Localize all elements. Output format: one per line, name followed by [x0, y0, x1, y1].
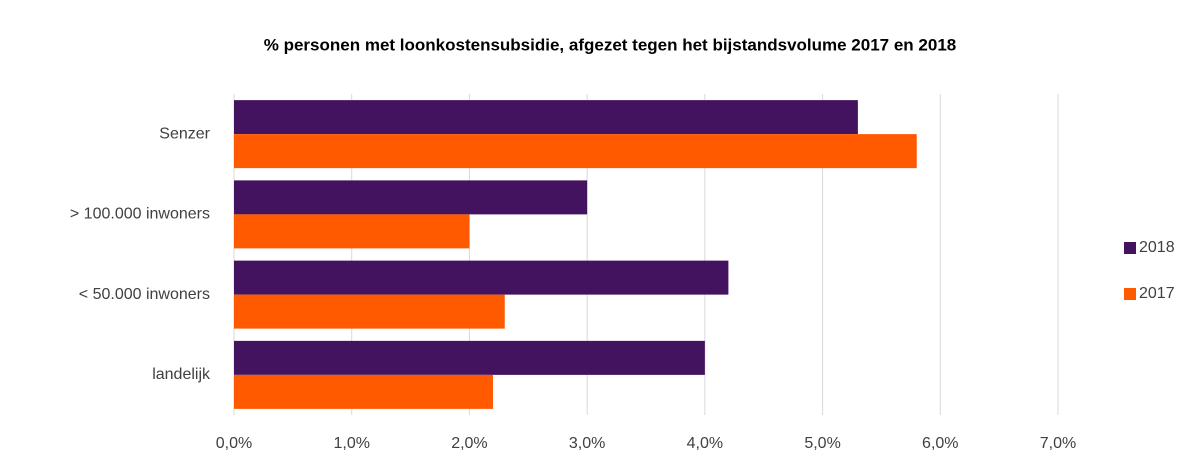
y-tick-label: > 100.000 inwoners: [70, 206, 210, 223]
bar: [234, 260, 729, 295]
y-tick-label: Senzer: [159, 125, 210, 142]
bar: [234, 134, 917, 169]
x-tick-label: 1,0%: [333, 435, 369, 452]
x-tick-label: 4,0%: [687, 435, 723, 452]
x-tick-label: 2,0%: [451, 435, 487, 452]
x-tick-label: 5,0%: [804, 435, 840, 452]
legend-swatch: [1124, 242, 1136, 254]
bar: [234, 340, 705, 375]
bar: [234, 374, 493, 409]
x-tick-label: 0,0%: [216, 435, 252, 452]
legend-label: 2018: [1139, 239, 1175, 256]
x-tick-label: 3,0%: [569, 435, 605, 452]
bar: [234, 214, 470, 249]
legend-label: 2017: [1139, 285, 1175, 302]
x-tick-label: 6,0%: [922, 435, 958, 452]
bar: [234, 180, 588, 215]
y-tick-label: landelijk: [152, 366, 211, 383]
legend-swatch: [1124, 288, 1136, 300]
chart-title: % personen met loonkostensubsidie, afgez…: [264, 35, 956, 54]
bar: [234, 100, 858, 135]
x-tick-label: 7,0%: [1040, 435, 1076, 452]
bar: [234, 294, 505, 329]
y-tick-label: < 50.000 inwoners: [79, 286, 210, 303]
